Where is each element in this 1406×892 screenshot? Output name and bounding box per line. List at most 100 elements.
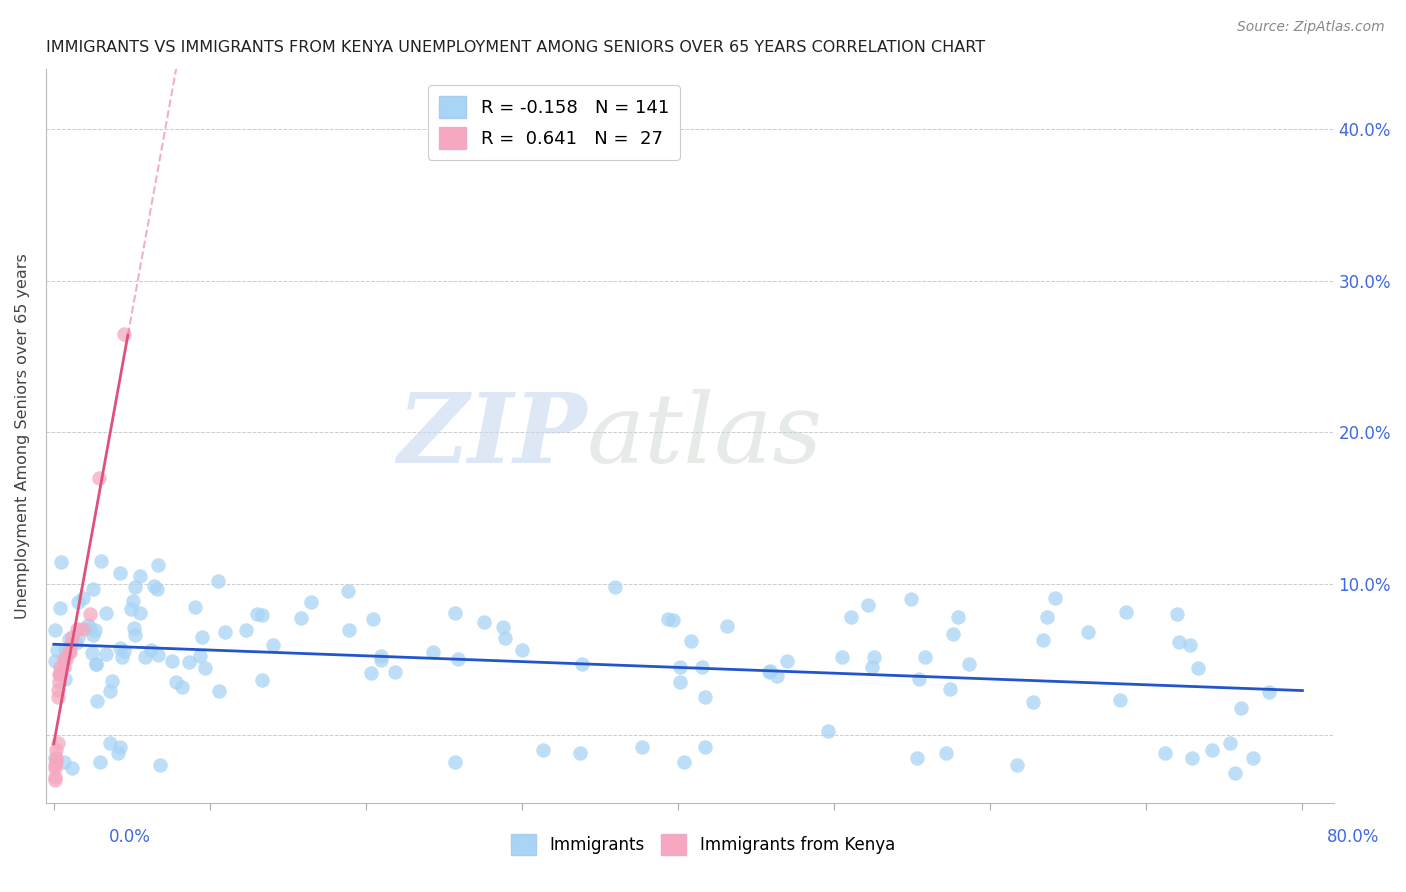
Point [183, 600, 205, 615]
Point [447, 652, 470, 666]
Point [1007, 758, 1029, 772]
Point [179, 655, 201, 669]
Point [143, 579, 166, 593]
Point [235, 624, 257, 638]
Point [908, 673, 931, 687]
Point [290, 611, 312, 625]
Point [246, 607, 269, 621]
Point [44, 750, 66, 764]
Point [208, 683, 231, 698]
Legend: Immigrants, Immigrants from Kenya: Immigrants, Immigrants from Kenya [505, 828, 901, 862]
Point [48, 667, 70, 681]
Point [679, 633, 702, 648]
Point [1229, 701, 1251, 715]
Point [1166, 607, 1188, 622]
Point [336, 584, 359, 599]
Point [571, 657, 593, 671]
Point [146, 648, 169, 662]
Point [141, 642, 163, 657]
Point [108, 641, 131, 656]
Point [817, 723, 839, 738]
Point [957, 657, 980, 671]
Point [252, 607, 274, 622]
Point [939, 682, 962, 697]
Point [1077, 624, 1099, 639]
Point [52, 756, 75, 770]
Point [45, 756, 67, 770]
Point [472, 615, 495, 629]
Point [79, 607, 101, 621]
Point [299, 595, 322, 609]
Point [569, 746, 592, 760]
Point [84, 657, 107, 671]
Point [59, 645, 82, 659]
Point [87, 470, 110, 484]
Point [49, 660, 72, 674]
Point [512, 642, 534, 657]
Point [56, 645, 79, 659]
Point [188, 649, 211, 664]
Point [121, 593, 143, 607]
Point [775, 655, 797, 669]
Point [134, 649, 156, 664]
Point [49, 601, 72, 615]
Point [59, 637, 82, 651]
Point [1180, 638, 1202, 652]
Point [831, 650, 853, 665]
Text: 80.0%: 80.0% [1326, 828, 1379, 846]
Point [124, 628, 146, 642]
Point [673, 756, 696, 770]
Point [1045, 591, 1067, 605]
Point [62, 761, 84, 775]
Point [942, 627, 965, 641]
Point [165, 675, 187, 690]
Point [363, 612, 385, 626]
Point [262, 638, 284, 652]
Point [44, 758, 66, 772]
Point [695, 690, 717, 705]
Point [124, 580, 146, 594]
Point [1201, 743, 1223, 757]
Point [900, 592, 922, 607]
Point [128, 569, 150, 583]
Point [53, 652, 76, 666]
Point [1032, 632, 1054, 647]
Point [444, 756, 467, 770]
Point [89, 756, 111, 770]
Point [172, 680, 194, 694]
Point [86, 694, 108, 708]
Point [44, 771, 66, 785]
Point [129, 606, 152, 620]
Point [492, 620, 515, 634]
Text: 0.0%: 0.0% [108, 828, 150, 846]
Point [53, 672, 76, 686]
Point [1022, 695, 1045, 709]
Point [531, 743, 554, 757]
Point [112, 326, 135, 341]
Text: ZIP: ZIP [396, 389, 586, 483]
Point [1258, 684, 1281, 698]
Point [77, 618, 100, 632]
Text: IMMIGRANTS VS IMMIGRANTS FROM KENYA UNEMPLOYMENT AMONG SENIORS OVER 65 YEARS COR: IMMIGRANTS VS IMMIGRANTS FROM KENYA UNEM… [46, 40, 986, 55]
Point [55, 652, 77, 666]
Point [55, 644, 77, 658]
Point [444, 607, 467, 621]
Point [662, 613, 685, 627]
Point [45, 750, 67, 764]
Point [44, 654, 66, 668]
Point [1181, 750, 1204, 764]
Point [765, 668, 787, 682]
Point [44, 623, 66, 637]
Point [862, 650, 884, 665]
Point [194, 661, 217, 675]
Point [98, 735, 121, 749]
Point [948, 610, 970, 624]
Point [82, 628, 104, 642]
Point [46, 682, 69, 697]
Point [44, 761, 66, 775]
Y-axis label: Unemployment Among Seniors over 65 years: Unemployment Among Seniors over 65 years [15, 253, 30, 619]
Point [84, 657, 107, 671]
Point [935, 746, 957, 760]
Point [1168, 635, 1191, 649]
Point [146, 582, 169, 596]
